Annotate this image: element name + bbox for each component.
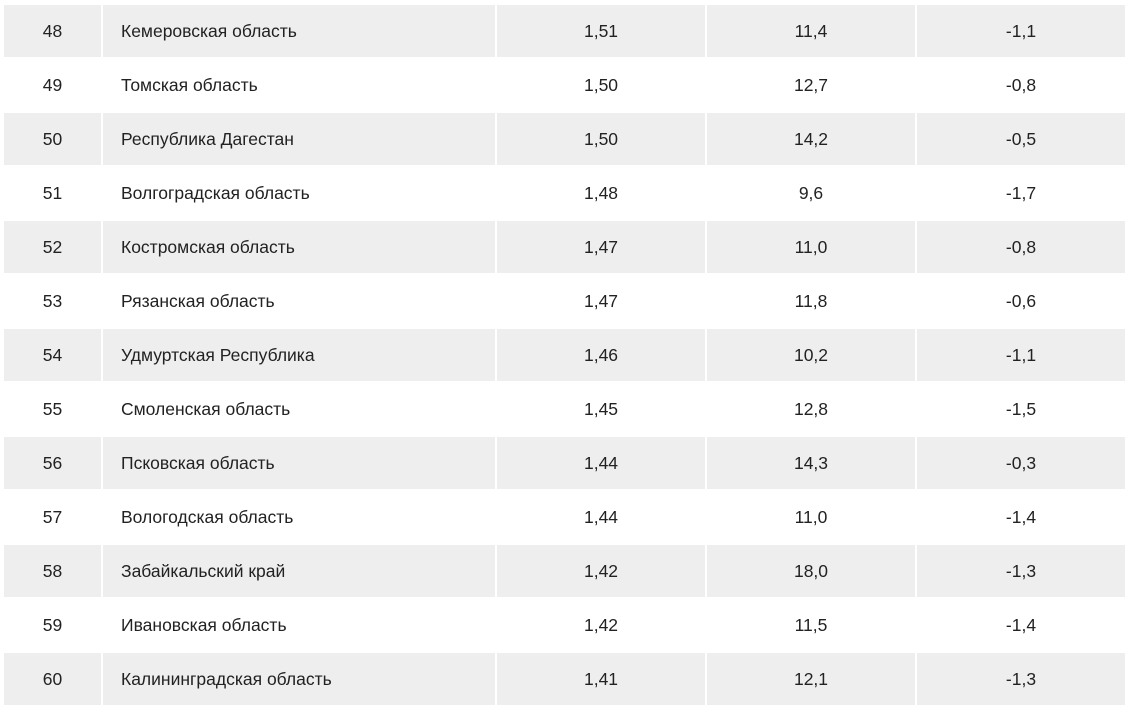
region-name-cell: Смоленская область — [103, 383, 495, 435]
rank-cell: 50 — [4, 113, 101, 165]
value-cell-1: 1,51 — [497, 5, 705, 57]
value-cell-2: 14,2 — [707, 113, 915, 165]
value-cell-3: -1,7 — [917, 167, 1125, 219]
value-cell-1: 1,42 — [497, 599, 705, 651]
value-cell-1: 1,45 — [497, 383, 705, 435]
region-name-cell: Республика Дагестан — [103, 113, 495, 165]
value-cell-1: 1,41 — [497, 653, 705, 705]
data-table-container: 48 Кемеровская область 1,51 11,4 -1,1 49 Томск… — [0, 3, 1132, 715]
region-name-cell: Псковская область — [103, 437, 495, 489]
region-name-cell: Вологодская область — [103, 491, 495, 543]
table-row: 49 Томская область 1,50 12,7 -0,8 — [4, 59, 1125, 111]
table-row: 55 Смоленская область 1,45 12,8 -1,5 — [4, 383, 1125, 435]
value-cell-1: 1,47 — [497, 275, 705, 327]
rank-cell: 53 — [4, 275, 101, 327]
rank-cell: 58 — [4, 545, 101, 597]
region-name-cell: Волгоградская область — [103, 167, 495, 219]
value-cell-3: -1,3 — [917, 545, 1125, 597]
value-cell-1: 1,44 — [497, 437, 705, 489]
value-cell-2: 18,0 — [707, 545, 915, 597]
value-cell-3: -0,3 — [917, 437, 1125, 489]
value-cell-2: 11,0 — [707, 491, 915, 543]
table-row: 51 Волгоградская область 1,48 9,6 -1,7 — [4, 167, 1125, 219]
region-name-cell: Рязанская область — [103, 275, 495, 327]
value-cell-3: -1,4 — [917, 491, 1125, 543]
table-row: 56 Псковская область 1,44 14,3 -0,3 — [4, 437, 1125, 489]
value-cell-2: 11,4 — [707, 5, 915, 57]
rank-cell: 48 — [4, 5, 101, 57]
value-cell-3: -0,5 — [917, 113, 1125, 165]
value-cell-3: -1,4 — [917, 599, 1125, 651]
rank-cell: 57 — [4, 491, 101, 543]
value-cell-3: -0,8 — [917, 221, 1125, 273]
value-cell-2: 12,8 — [707, 383, 915, 435]
value-cell-1: 1,50 — [497, 59, 705, 111]
value-cell-3: -1,5 — [917, 383, 1125, 435]
value-cell-2: 12,7 — [707, 59, 915, 111]
table-row: 59 Ивановская область 1,42 11,5 -1,4 — [4, 599, 1125, 651]
region-name-cell: Томская область — [103, 59, 495, 111]
value-cell-2: 11,0 — [707, 221, 915, 273]
value-cell-2: 10,2 — [707, 329, 915, 381]
table-row: 52 Костромская область 1,47 11,0 -0,8 — [4, 221, 1125, 273]
table-row: 60 Калининградская область 1,41 12,1 -1,3 — [4, 653, 1125, 705]
table-body: 48 Кемеровская область 1,51 11,4 -1,1 49 Томск… — [4, 5, 1125, 705]
value-cell-3: -0,8 — [917, 59, 1125, 111]
value-cell-1: 1,46 — [497, 329, 705, 381]
value-cell-2: 14,3 — [707, 437, 915, 489]
value-cell-2: 11,5 — [707, 599, 915, 651]
region-name-cell: Кемеровская область — [103, 5, 495, 57]
rank-cell: 56 — [4, 437, 101, 489]
table-row: 50 Республика Дагестан 1,50 14,2 -0,5 — [4, 113, 1125, 165]
value-cell-3: -1,1 — [917, 5, 1125, 57]
table-row: 54 Удмуртская Республика 1,46 10,2 -1,1 — [4, 329, 1125, 381]
table-row: 48 Кемеровская область 1,51 11,4 -1,1 — [4, 5, 1125, 57]
rank-cell: 60 — [4, 653, 101, 705]
value-cell-1: 1,48 — [497, 167, 705, 219]
rank-cell: 54 — [4, 329, 101, 381]
value-cell-2: 9,6 — [707, 167, 915, 219]
value-cell-1: 1,42 — [497, 545, 705, 597]
value-cell-3: -0,6 — [917, 275, 1125, 327]
region-name-cell: Костромская область — [103, 221, 495, 273]
rank-cell: 49 — [4, 59, 101, 111]
region-ranking-table: 48 Кемеровская область 1,51 11,4 -1,1 49 Томск… — [2, 3, 1127, 707]
table-row: 58 Забайкальский край 1,42 18,0 -1,3 — [4, 545, 1125, 597]
rank-cell: 52 — [4, 221, 101, 273]
table-row: 57 Вологодская область 1,44 11,0 -1,4 — [4, 491, 1125, 543]
value-cell-1: 1,47 — [497, 221, 705, 273]
value-cell-1: 1,50 — [497, 113, 705, 165]
region-name-cell: Ивановская область — [103, 599, 495, 651]
value-cell-2: 12,1 — [707, 653, 915, 705]
region-name-cell: Удмуртская Республика — [103, 329, 495, 381]
rank-cell: 55 — [4, 383, 101, 435]
value-cell-3: -1,1 — [917, 329, 1125, 381]
value-cell-2: 11,8 — [707, 275, 915, 327]
table-row: 53 Рязанская область 1,47 11,8 -0,6 — [4, 275, 1125, 327]
region-name-cell: Забайкальский край — [103, 545, 495, 597]
region-name-cell: Калининградская область — [103, 653, 495, 705]
rank-cell: 59 — [4, 599, 101, 651]
value-cell-3: -1,3 — [917, 653, 1125, 705]
rank-cell: 51 — [4, 167, 101, 219]
value-cell-1: 1,44 — [497, 491, 705, 543]
